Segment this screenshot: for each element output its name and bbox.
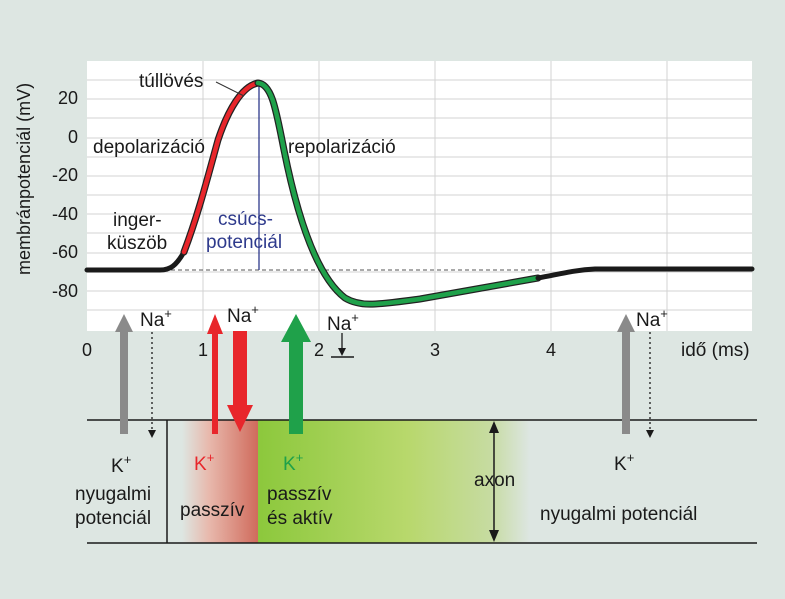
k-arrow-left-head [115, 314, 133, 332]
axon-arrow-up [489, 421, 499, 433]
spike-label-2: potenciál [206, 232, 282, 253]
depolarization-label: depolarizáció [93, 137, 205, 158]
na-arrow-red-head [227, 405, 253, 432]
resting-right-label: nyugalmi potenciál [540, 504, 697, 525]
k-label-3: K+ [283, 450, 303, 475]
resting-left-label-2: potenciál [75, 508, 151, 529]
k-arrow-green-shaft [289, 338, 303, 434]
x-tick-1: 1 [198, 340, 208, 360]
k-arrow-right-shaft [622, 328, 630, 434]
repolarization-label: repolarizáció [288, 137, 396, 158]
x-tick-3: 3 [430, 340, 440, 360]
passive-active-label-1: passzív [267, 484, 332, 505]
na-arrow-right-head [646, 430, 654, 438]
k-label-2: K+ [194, 450, 214, 475]
na-arrow-red-shaft [233, 331, 247, 409]
k-arrow-red-head [207, 314, 223, 334]
curve-resting-right [535, 266, 755, 281]
k-arrow-red-shaft [212, 330, 218, 434]
na-arrow-left-head [148, 430, 156, 438]
k-label-4: K+ [614, 450, 634, 475]
curve-resting-left [84, 249, 187, 273]
x-tick-0: 0 [82, 340, 92, 360]
x-axis-label: idő (ms) [681, 340, 750, 361]
na-label-2: Na+ [227, 302, 259, 327]
axon-arrow-down [489, 530, 499, 542]
k-arrow-green-head [281, 314, 311, 342]
threshold-label-1: inger- [113, 210, 162, 231]
na-blocked-head [338, 348, 346, 356]
resting-left-label-1: nyugalmi [75, 484, 151, 505]
na-label-3: Na+ [327, 310, 359, 335]
overshoot-label: túllövés [139, 71, 203, 92]
passive-active-zone [258, 420, 530, 543]
x-tick-4: 4 [546, 340, 556, 360]
y-tick-minus40: -40 [52, 204, 78, 224]
na-label-1: Na+ [140, 306, 172, 331]
curve-depolarization [181, 80, 261, 255]
y-tick-0: 0 [68, 127, 78, 147]
axon-label: axon [474, 470, 515, 491]
k-label-1: K+ [111, 452, 131, 477]
passive-label: passzív [180, 500, 245, 521]
curve-repolarization [255, 80, 541, 307]
k-arrow-left-shaft [120, 328, 128, 434]
plot-area [87, 61, 752, 331]
y-tick-minus60: -60 [52, 242, 78, 262]
overshoot-pointer [215, 81, 245, 97]
passive-zone [182, 420, 258, 543]
na-label-4: Na+ [636, 306, 668, 331]
k-arrow-right-head [617, 314, 635, 332]
passive-active-label-2: és aktív [267, 508, 333, 529]
y-axis-label: membránpotenciál (mV) [14, 83, 34, 275]
y-tick-20: 20 [58, 88, 78, 108]
y-tick-minus20: -20 [52, 165, 78, 185]
y-tick-minus80: -80 [52, 281, 78, 301]
x-tick-2: 2 [314, 340, 324, 360]
threshold-label-2: küszöb [107, 233, 167, 254]
spike-label-1: csúcs- [218, 209, 273, 230]
